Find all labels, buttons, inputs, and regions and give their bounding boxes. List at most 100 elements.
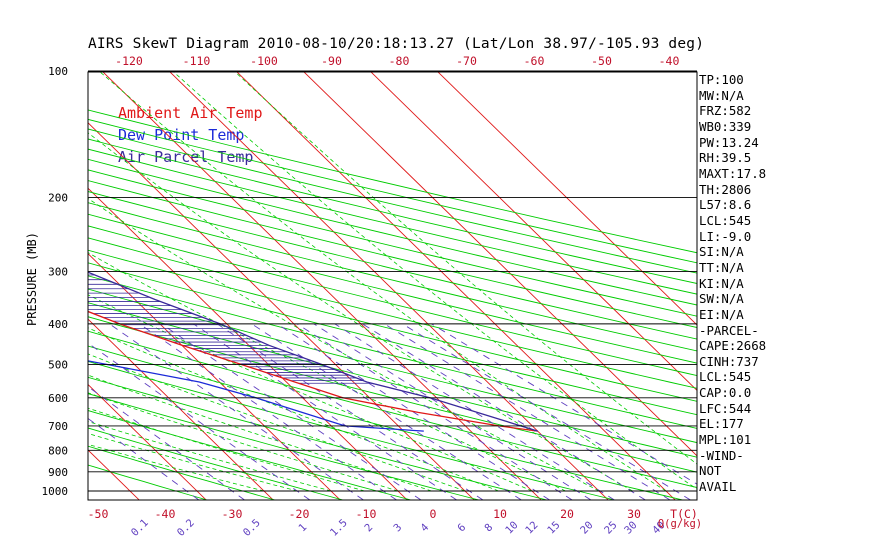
stat-item: LFC:544	[699, 400, 752, 416]
mixing-ratio-label: 6	[455, 521, 468, 534]
legend-dew-point-temp: Dew Point Temp	[118, 126, 245, 144]
bottom-temp-tick-label: T(C)	[670, 507, 698, 521]
mixing-ratio-label: 12	[523, 519, 540, 536]
stat-item: TT:N/A	[699, 259, 744, 275]
isotherm-line	[370, 72, 697, 392]
isotherm-line	[88, 122, 475, 500]
moist-adiabat-line	[99, 72, 667, 492]
top-temp-tick-label: -100	[250, 54, 278, 68]
mixing-ratio-label: 30	[622, 519, 639, 536]
stat-item: MAXT:17.8	[699, 165, 767, 181]
stat-item: KI:N/A	[699, 275, 744, 291]
stat-item: SI:N/A	[699, 244, 744, 260]
stat-item: TH:2806	[699, 181, 752, 197]
dry-adiabat-line	[88, 262, 697, 416]
chart-legend: Ambient Air Temp Dew Point Temp Air Parc…	[118, 102, 263, 168]
top-temp-tick-label: -110	[183, 54, 211, 68]
moist-adiabat-line	[234, 72, 697, 465]
stat-item: -WIND-	[699, 447, 744, 463]
stat-item: LI:-9.0	[699, 228, 752, 244]
mixing-ratio-line	[431, 323, 697, 485]
mixing-ratio-label: 4	[418, 521, 431, 534]
stat-item: EI:N/A	[699, 306, 744, 322]
stat-item: NOT	[699, 463, 722, 479]
chart-title: AIRS SkewT Diagram 2010-08-10/20:18:13.2…	[88, 36, 705, 52]
mixing-ratio-label: 0.1	[129, 517, 151, 539]
bottom-temp-tick-label: -10	[356, 507, 377, 521]
bottom-temp-tick-label: -40	[155, 507, 176, 521]
mixing-ratio-label: 3	[391, 521, 404, 534]
dry-adiabat-line	[88, 237, 697, 389]
pressure-tick-label: 600	[48, 392, 68, 405]
mixing-ratio-line	[193, 323, 457, 500]
dry-adiabat-line	[88, 138, 697, 284]
mixing-ratio-label: 25	[602, 519, 619, 536]
top-temp-tick-label: -60	[524, 54, 545, 68]
stat-item: AVAIL	[699, 479, 737, 495]
isotherm-line	[88, 318, 274, 500]
dry-adiabat-line	[88, 109, 697, 254]
isotherm-line	[88, 253, 341, 500]
isotherm-line	[102, 72, 542, 500]
stat-item: EL:177	[699, 416, 744, 432]
bottom-temp-tick-label: -20	[289, 507, 310, 521]
isotherm-line	[236, 72, 676, 500]
dry-adiabat-line	[88, 191, 697, 340]
mixing-ratio-label: 20	[578, 519, 595, 536]
isotherm-line	[303, 72, 697, 457]
top-temp-tick-label: -70	[456, 54, 477, 68]
stat-item: TP:100	[699, 72, 744, 87]
dry-adiabat-line	[88, 249, 697, 402]
isotherm-line	[437, 72, 697, 326]
moist-adiabat-line	[88, 252, 566, 492]
mixing-ratio-label: 0.2	[175, 517, 197, 539]
stat-item: MPL:101	[699, 432, 752, 448]
isotherm-line	[169, 72, 609, 500]
stat-item: LCL:545	[699, 212, 752, 228]
isotherm-line	[88, 187, 408, 500]
dry-adiabat-line	[88, 169, 697, 317]
pressure-tick-label: 700	[48, 420, 68, 433]
stats-panel: TP:100 MW:N/A FRZ:582 WB0:339 PW:13.24 RH:39.…	[699, 72, 766, 495]
bottom-temp-tick-label: 0	[430, 507, 437, 521]
plot-frame	[87, 71, 698, 501]
dry-adiabat-line	[88, 148, 697, 295]
top-temp-tick-label: -40	[659, 54, 680, 68]
mixing-ratio-label: 10	[503, 519, 520, 536]
dry-adiabat-line	[88, 213, 697, 364]
bottom-temp-tick-label: 10	[493, 507, 507, 521]
moist-adiabat-line	[88, 407, 365, 492]
pressure-tick-label: 200	[48, 191, 68, 204]
legend-ambient-air-temp: Ambient Air Temp	[118, 104, 263, 122]
mixing-ratio-label: 15	[545, 519, 562, 536]
dry-adiabat-line	[88, 464, 207, 500]
top-temp-tick-label: -120	[115, 54, 143, 68]
mixing-ratio-line	[362, 323, 646, 500]
top-temp-tick-label: -80	[389, 54, 410, 68]
ambient-temp-line	[88, 310, 538, 432]
stat-item: WB0:339	[699, 118, 752, 134]
pressure-tick-label: 800	[48, 444, 68, 457]
pressure-tick-label: 100	[48, 65, 68, 78]
stat-item: RH:39.5	[699, 150, 752, 166]
dry-adiabat-line	[88, 302, 697, 458]
stat-item: FRZ:582	[699, 103, 752, 119]
dry-adiabat-line	[88, 427, 343, 500]
stat-item: PW:13.24	[699, 134, 759, 150]
stat-item: CINH:737	[699, 353, 759, 369]
mixing-ratio-line	[296, 323, 573, 500]
mixing-ratio-label: 1	[296, 521, 309, 534]
dry-adiabat-line	[88, 158, 697, 306]
pressure-tick-label: 900	[48, 466, 68, 479]
mixing-ratio-line	[251, 323, 522, 500]
mixing-ratio-line	[384, 323, 671, 500]
stat-item: L57:8.6	[699, 197, 752, 213]
mixing-ratio-line	[161, 323, 422, 500]
dry-adiabat-line	[88, 288, 697, 444]
isotherm-line	[88, 449, 140, 500]
mixing-ratio-line	[334, 323, 615, 500]
dry-adiabat-line	[88, 118, 697, 264]
mixing-ratio-label: 0.5	[241, 517, 263, 539]
pressure-tick-label: 400	[48, 318, 68, 331]
stat-item: LCL:545	[699, 369, 752, 385]
